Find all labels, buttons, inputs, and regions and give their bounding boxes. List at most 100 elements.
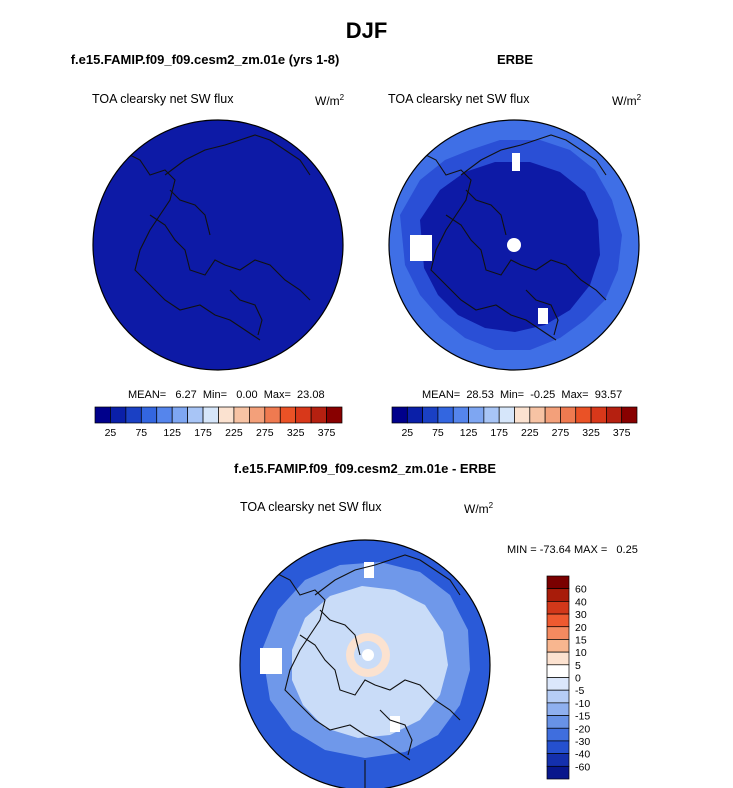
model-colorbar-cell [249, 406, 266, 424]
diff-colorbar-cell [546, 753, 570, 767]
obs-colorbar-cell [391, 406, 408, 424]
diff-pole-hole [362, 649, 374, 661]
obs-colorbar-cell [621, 406, 638, 424]
diff-colorbar-cell [546, 651, 570, 666]
model-map-fill [93, 120, 343, 370]
diff-field-label: TOA clearsky net SW flux [240, 500, 382, 514]
model-colorbar-cell [295, 406, 312, 424]
obs-pole-hole [507, 238, 521, 252]
diff-missing-patch-1 [260, 648, 282, 674]
model-colorbar-cell [310, 406, 327, 424]
obs-colorbar-tick-label: 75 [432, 427, 444, 439]
model-colorbar-cell [202, 406, 219, 424]
diff-colorbar-tick-label: -15 [575, 711, 590, 723]
obs-colorbar-tick-label: 325 [582, 427, 600, 439]
diff-colorbar-cell [546, 727, 570, 742]
obs-colorbar-tick-label: 25 [401, 427, 414, 439]
model-coastlines [119, 134, 311, 341]
obs-missing-patch-3 [538, 308, 548, 324]
diff-colorbar-cell [546, 575, 570, 590]
diff-colorbar-tick-label: -60 [575, 761, 590, 773]
diff-colorbar-tick-label: -30 [575, 736, 590, 748]
diff-colorbar-cell [546, 740, 570, 754]
obs-colorbar-cell [483, 406, 500, 424]
obs-colorbar-cell [468, 406, 485, 424]
obs-colorbar-cell [560, 406, 577, 424]
model-stats: MEAN= 6.27 Min= 0.00 Max= 23.08 [128, 389, 325, 401]
model-colorbar-tick-label: 125 [163, 427, 181, 439]
obs-colorbar-cell [452, 406, 469, 424]
obs-stats: MEAN= 28.53 Min= -0.25 Max= 93.57 [422, 389, 623, 401]
model-colorbar-tick-label: 375 [317, 427, 336, 439]
obs-field-label: TOA clearsky net SW flux [388, 92, 530, 106]
obs-colorbar-tick-label: 225 [521, 427, 539, 439]
obs-coastlines [415, 134, 607, 341]
diff-colorbar-cell [546, 664, 570, 678]
diff-colorbar-cell [546, 588, 570, 602]
diff-colorbar-tick-label: 15 [575, 634, 587, 646]
model-colorbar-cell [110, 406, 127, 424]
obs-units: W/m2 [612, 93, 642, 108]
model-colorbar-cell [140, 406, 158, 424]
model-field-label: TOA clearsky net SW flux [92, 92, 234, 106]
diff-colorbar-tick-label: -40 [575, 749, 590, 761]
model-panel-title: f.e15.FAMIP.f09_f09.cesm2_zm.01e (yrs 1-… [70, 52, 340, 67]
model-colorbar-cell [94, 406, 111, 424]
diff-missing-patch-3 [390, 716, 400, 732]
diff-colorbar-cell [546, 702, 570, 716]
obs-colorbar-cell [575, 406, 592, 424]
diff-missing-patch-2 [364, 562, 374, 578]
diff-coastlines [269, 554, 461, 788]
model-colorbar-tick-label: 25 [104, 427, 117, 439]
diff-colorbar-tick-label: 60 [575, 584, 587, 596]
model-colorbar-cell [156, 406, 173, 424]
model-colorbar-cell [279, 406, 297, 424]
obs-colorbar-cell [590, 406, 607, 424]
diff-map [239, 539, 491, 788]
obs-colorbar-cell [422, 406, 439, 424]
diff-colorbar-cell [546, 677, 570, 691]
model-colorbar-tick-label: 225 [225, 427, 243, 439]
diff-colorbar-tick-label: 30 [575, 609, 587, 621]
obs-colorbar-tick-label: 175 [490, 427, 508, 439]
diff-colorbar-cell [546, 613, 570, 628]
obs-colorbar-cell [437, 406, 454, 424]
diff-colorbar-cell [546, 639, 570, 653]
model-colorbar-cell [171, 406, 188, 424]
figure-title: DJF [345, 18, 388, 43]
diff-colorbar-tick-label: 0 [575, 673, 581, 685]
diff-colorbar-tick-label: -20 [575, 723, 590, 735]
model-colorbar-cell [233, 406, 250, 424]
model-colorbar-cell [187, 406, 204, 424]
obs-colorbar-cell [514, 406, 531, 424]
obs-colorbar-cell [406, 406, 423, 424]
model-map [92, 119, 344, 371]
obs-colorbar-cell [498, 406, 515, 424]
diff-colorbar-tick-label: 20 [575, 622, 587, 634]
obs-colorbar-cell [529, 406, 546, 424]
diff-colorbar-tick-label: -10 [575, 698, 590, 710]
diff-colorbar-tick-label: -5 [575, 685, 584, 697]
obs-colorbar-cell [606, 406, 623, 424]
model-colorbar-tick-label: 75 [135, 427, 148, 439]
model-colorbar-cell [125, 406, 142, 424]
diff-colorbar-cell [546, 715, 570, 729]
diff-units: W/m2 [464, 501, 494, 516]
diff-panel-title: f.e15.FAMIP.f09_f09.cesm2_zm.01e - ERBE [233, 461, 497, 476]
model-units: W/m2 [315, 93, 345, 108]
diff-colorbar-tick-label: 5 [575, 660, 581, 672]
model-colorbar-tick-label: 275 [256, 427, 274, 439]
obs-panel-title: ERBE [496, 52, 534, 67]
obs-missing-patch-2 [512, 153, 520, 171]
model-colorbar-tick-label: 175 [194, 427, 212, 439]
model-colorbar-cell [264, 406, 281, 424]
obs-colorbar-tick-label: 275 [551, 427, 570, 439]
obs-colorbar [391, 406, 638, 424]
obs-colorbar-tick-label: 125 [459, 427, 478, 439]
obs-missing-patch-1 [410, 235, 432, 261]
model-colorbar-cell [326, 406, 343, 424]
diff-colorbar-cell [546, 689, 570, 704]
diff-minmax: MIN = -73.64 MAX = 0.25 [507, 544, 638, 556]
